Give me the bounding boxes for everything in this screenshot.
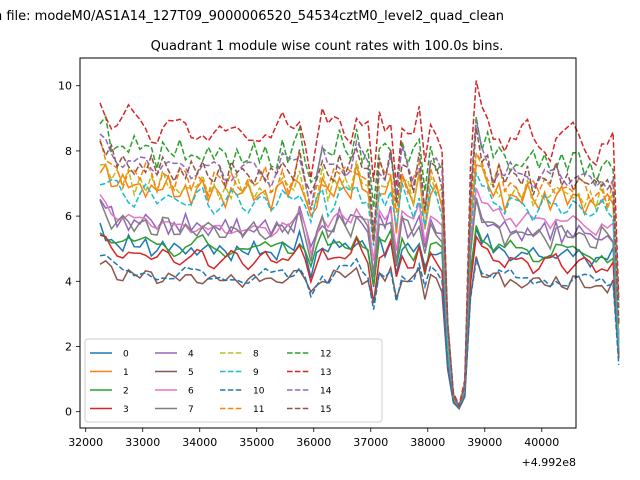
series-line-3 [99, 234, 620, 410]
series-line-15 [99, 127, 620, 409]
series-line-10 [99, 254, 620, 410]
series-line-5 [99, 256, 620, 411]
series-line-2 [99, 225, 620, 410]
legend-label-11: 11 [253, 405, 264, 415]
legend-label-6: 6 [188, 387, 194, 397]
legend-label-1: 1 [123, 368, 129, 378]
legend-label-5: 5 [188, 368, 194, 378]
legend-label-4: 4 [188, 350, 194, 360]
legend-label-0: 0 [123, 350, 129, 360]
legend-label-8: 8 [253, 350, 259, 360]
x-tick-label: 39000 [467, 436, 502, 449]
legend-box [84, 338, 383, 423]
series-line-14 [99, 120, 620, 409]
series-layer [99, 80, 620, 411]
x-tick-label: 40000 [524, 436, 559, 449]
x-tick-label: 32000 [68, 436, 103, 449]
legend-label-10: 10 [253, 387, 265, 397]
y-axis: 0 2 4 6 8 10 [58, 80, 80, 419]
x-tick-label: 34000 [182, 436, 217, 449]
series-line-8 [99, 152, 620, 409]
y-tick-label: 4 [65, 275, 72, 288]
series-line-7 [99, 198, 620, 410]
legend-label-13: 13 [320, 368, 331, 378]
legend-label-14: 14 [320, 387, 332, 397]
y-tick-label: 0 [65, 406, 72, 419]
figure-suptitle: n file: modeM0/AS1A14_127T09_9000006520_… [0, 9, 504, 24]
legend-label-15: 15 [320, 405, 331, 415]
y-tick-label: 10 [58, 80, 72, 93]
y-tick-label: 2 [65, 341, 72, 354]
plot-frame [79, 57, 577, 429]
series-line-9 [99, 172, 620, 409]
legend-label-12: 12 [320, 350, 331, 360]
y-tick-label: 6 [65, 210, 72, 223]
x-tick-label: 33000 [125, 436, 160, 449]
y-tick-label: 8 [65, 145, 72, 158]
legend-label-3: 3 [123, 405, 129, 415]
series-line-1 [99, 162, 620, 409]
x-tick-label: 38000 [410, 436, 445, 449]
x-offset-label: +4.992e8 [522, 456, 576, 469]
legend-label-7: 7 [188, 405, 194, 415]
x-tick-label: 37000 [353, 436, 388, 449]
chart-title: Quadrant 1 module wise count rates with … [151, 39, 504, 54]
x-tick-label: 35000 [239, 436, 274, 449]
x-tick-label: 36000 [296, 436, 331, 449]
legend-label-2: 2 [123, 387, 129, 397]
series-line-6 [99, 187, 620, 410]
legend-label-9: 9 [253, 368, 259, 378]
series-line-13 [99, 80, 620, 408]
x-axis: 32000 33000 34000 35000 36000 37000 38000 39000… [68, 428, 559, 449]
